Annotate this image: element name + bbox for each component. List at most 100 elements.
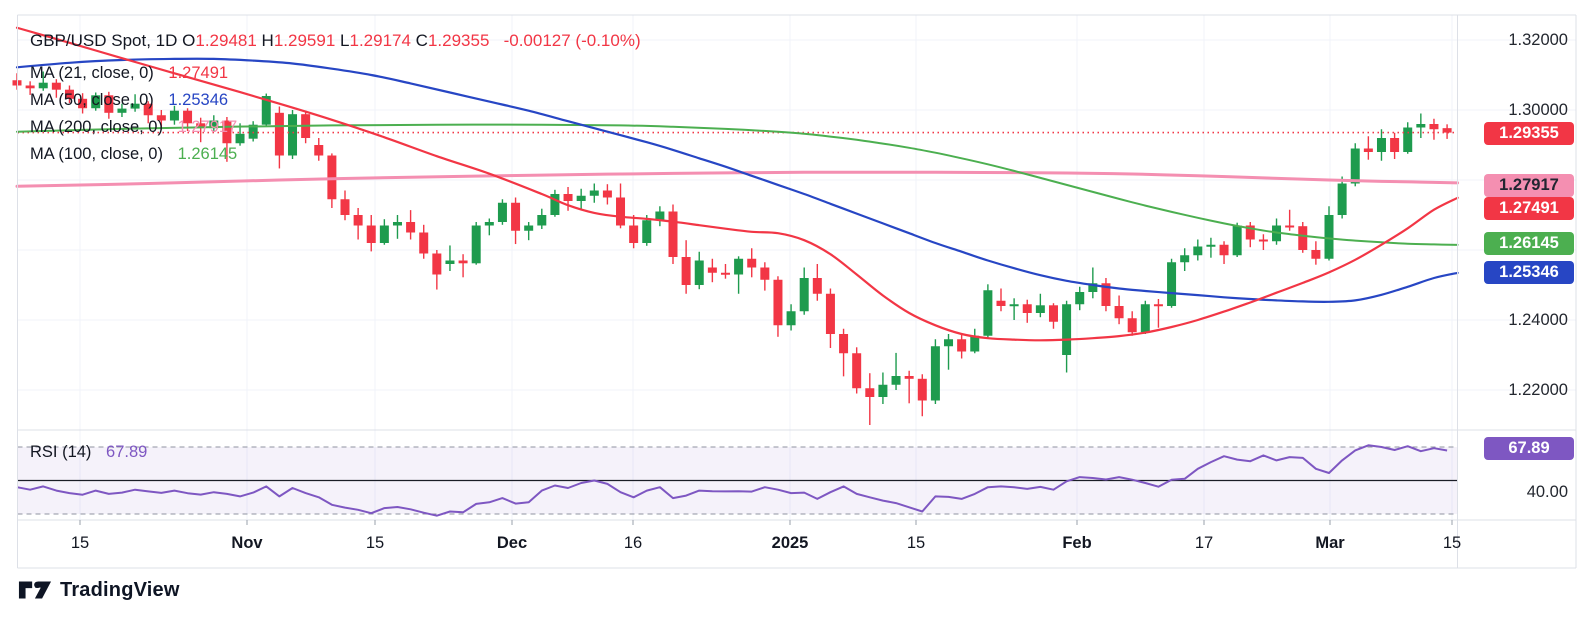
candle-body: [1232, 225, 1242, 256]
candle-body: [1416, 124, 1426, 128]
candle-body: [655, 211, 665, 221]
time-axis-label: Dec: [496, 534, 528, 552]
candle-body: [91, 95, 101, 109]
candle-body: [878, 384, 888, 397]
candle-body: [983, 290, 993, 336]
candle-body: [1376, 138, 1386, 152]
candle-body: [616, 197, 626, 226]
candle-body: [865, 388, 875, 397]
candle-body: [379, 225, 389, 243]
candle-body: [1324, 215, 1334, 259]
candle-body: [537, 215, 547, 226]
candle-body: [1285, 225, 1295, 228]
candle-body: [852, 353, 862, 389]
ma50-price-tag: 1.25346: [1484, 260, 1574, 284]
candle-body: [1193, 246, 1203, 256]
candle-body: [51, 82, 61, 90]
candle-body: [970, 335, 980, 352]
candle-body: [576, 195, 586, 201]
candle-body: [1075, 292, 1085, 305]
candle-body: [1167, 262, 1177, 306]
candle-body: [1337, 183, 1347, 215]
candle-body: [1245, 225, 1255, 240]
candle-body: [957, 339, 967, 352]
price-axis-label: 1.32000: [1508, 31, 1568, 49]
price-axis-label: 1.30000: [1508, 101, 1568, 119]
ma21-price-tag: 1.27491: [1484, 196, 1574, 220]
candle-body: [235, 133, 245, 144]
candle-body: [1048, 305, 1058, 322]
candle-body: [629, 225, 639, 243]
time-axis-label: Nov: [231, 534, 263, 552]
candle-body: [288, 114, 298, 156]
candle-body: [1311, 250, 1321, 259]
candle-body: [1062, 304, 1072, 355]
candle-body: [642, 220, 652, 243]
time-axis-label: 15: [70, 534, 90, 552]
candle-body: [458, 260, 468, 264]
candle-body: [1035, 305, 1045, 313]
candle-body: [550, 194, 560, 215]
candle-body: [1101, 283, 1111, 306]
candle-body: [64, 89, 74, 99]
candle-body: [1363, 148, 1373, 152]
candle-body: [799, 278, 809, 312]
candle-body: [25, 85, 35, 89]
candle-body: [340, 199, 350, 215]
time-axis-label: 16: [623, 534, 643, 552]
candle-body: [1390, 138, 1400, 152]
candle-body: [812, 278, 822, 294]
candle-body: [169, 110, 179, 121]
time-axis-label: Mar: [1315, 534, 1345, 552]
candle-body: [1153, 304, 1163, 307]
candle-body: [1127, 318, 1137, 333]
candle-body: [432, 253, 442, 275]
candle-body: [392, 222, 402, 226]
candle-body: [524, 225, 534, 231]
candle-body: [209, 120, 219, 129]
candle-body: [117, 108, 127, 113]
candle-body: [786, 311, 796, 326]
candle-body: [1298, 226, 1308, 250]
candle-body: [445, 260, 455, 264]
candle-body: [996, 300, 1006, 306]
candle-body: [668, 211, 678, 257]
candle-body: [1206, 244, 1216, 247]
candle-body: [353, 215, 363, 226]
candle-body: [760, 267, 770, 280]
candle-body: [944, 339, 954, 347]
tradingview-logo-text: TradingView: [60, 578, 180, 601]
candle-body: [1009, 304, 1019, 307]
rsi-value-tag: 67.89: [1484, 436, 1574, 460]
candle-body: [825, 293, 835, 334]
candle-body: [734, 258, 744, 275]
candle-body: [930, 346, 940, 401]
candle-body: [484, 222, 494, 226]
candle-body: [143, 103, 153, 116]
candle-body: [104, 95, 114, 113]
tradingview-logo[interactable]: TradingView: [18, 577, 180, 603]
candle-body: [497, 202, 507, 222]
rsi-line: [16, 444, 1448, 517]
candle-body: [1403, 127, 1413, 152]
candle-body: [707, 267, 717, 273]
candle-body: [681, 257, 691, 285]
candle-body: [1180, 255, 1190, 263]
candle-body: [1219, 244, 1229, 256]
candle-body: [261, 96, 271, 125]
candle-body: [406, 222, 416, 233]
candle-body: [471, 225, 481, 264]
candle-body: [248, 124, 258, 139]
candle-body: [773, 279, 783, 326]
candle-body: [839, 334, 849, 354]
candle-body: [196, 123, 206, 129]
candle-body: [1140, 304, 1150, 333]
rsi-axis-label: 40.00: [1526, 483, 1568, 501]
time-axis-label: Feb: [1062, 534, 1092, 552]
candle-body: [130, 103, 140, 109]
last-price-tag: 1.29355: [1484, 121, 1574, 145]
candle-body: [511, 202, 521, 231]
candle-body: [1088, 283, 1098, 292]
